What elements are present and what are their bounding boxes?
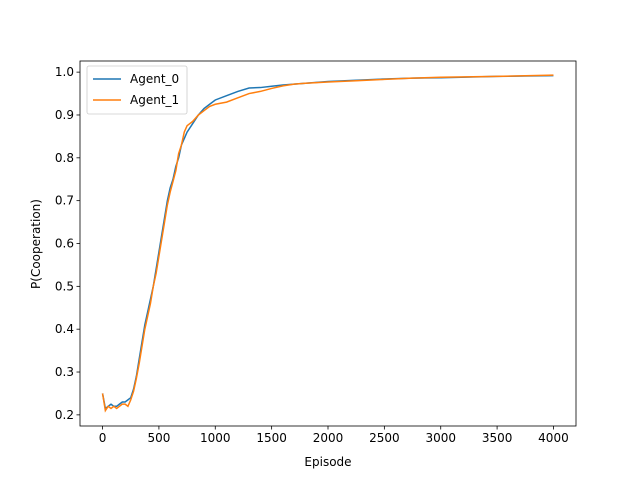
x-tick-label: 3500 (482, 431, 513, 445)
x-tick-label: 1500 (256, 431, 287, 445)
x-axis-label: Episode (304, 455, 351, 469)
y-tick-label: 0.8 (55, 151, 74, 165)
axes-frame (79, 60, 577, 427)
x-tick-label: 3000 (425, 431, 456, 445)
data-line (101, 74, 554, 413)
legend-label: Agent_1 (130, 93, 179, 107)
x-tick-label: 2500 (369, 431, 400, 445)
x-tick-label: 2000 (313, 431, 344, 445)
y-tick-label: 0.5 (55, 279, 74, 293)
legend-label: Agent_0 (130, 72, 179, 86)
y-tick-label: 0.4 (55, 322, 74, 336)
y-tick-label: 1.0 (55, 65, 74, 79)
y-tick-label: 0.3 (55, 365, 74, 379)
y-tick-label: 0.2 (55, 408, 74, 422)
y-axis-label: P(Cooperation) (29, 199, 43, 289)
y-tick-label: 0.9 (55, 108, 74, 122)
data-line (101, 74, 554, 410)
x-tick-label: 4000 (538, 431, 569, 445)
y-tick-label: 0.6 (55, 237, 74, 251)
x-tick-label: 500 (147, 431, 170, 445)
x-tick-label: 0 (99, 431, 107, 445)
legend-box (86, 65, 188, 115)
y-tick-label: 0.7 (55, 194, 74, 208)
x-tick-label: 1000 (200, 431, 231, 445)
